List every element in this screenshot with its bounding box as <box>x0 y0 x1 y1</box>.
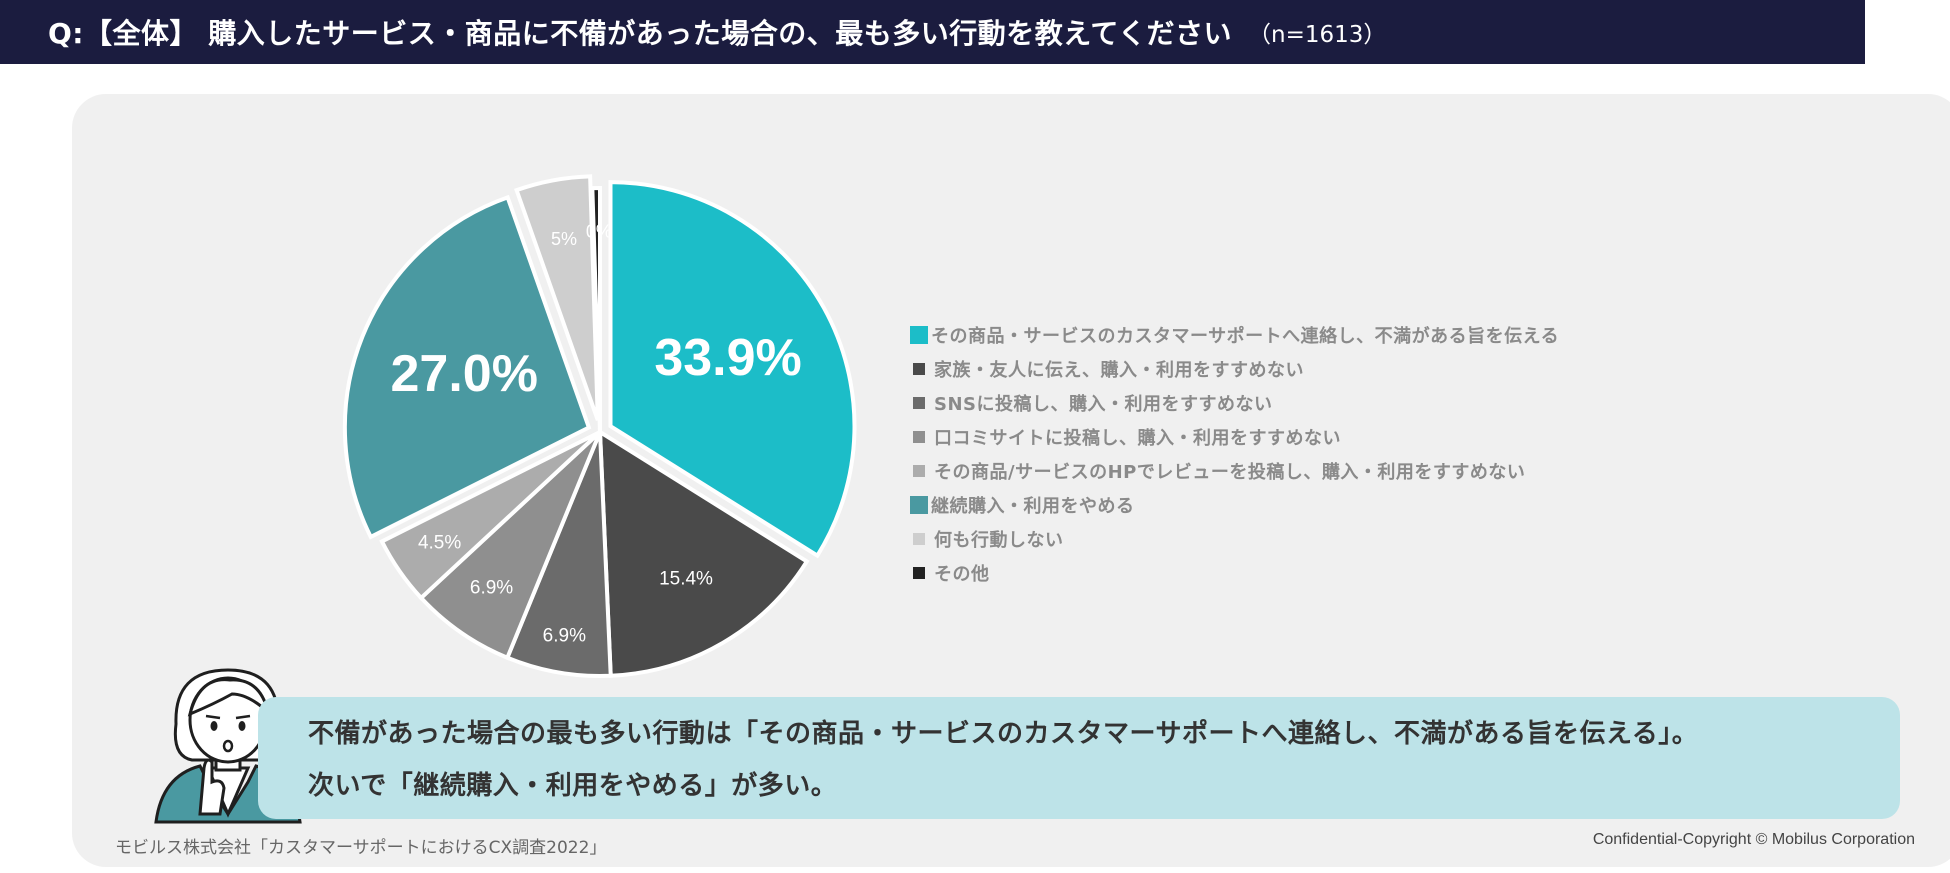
legend-item-2: 家族・友人に伝え、購入・利用をすすめない <box>910 352 1559 386</box>
page-title: Q:【全体】 購入したサービス・商品に不備があった場合の、最も多い行動を教えてく… <box>48 17 1233 50</box>
legend-label-2: 家族・友人に伝え、購入・利用をすすめない <box>934 360 1304 381</box>
summary-callout: 不備があった場合の最も多い行動は「その商品・サービスのカスタマーサポートへ連絡し… <box>258 697 1900 819</box>
pie-slice-6 <box>342 194 592 540</box>
legend-item-3: SNSに投稿し、購入・利用をすすめない <box>910 386 1559 420</box>
legend-item-4: 口コミサイトに投稿し、購入・利用をすすめない <box>910 420 1559 454</box>
title-bar: Q:【全体】 購入したサービス・商品に不備があった場合の、最も多い行動を教えてく… <box>0 0 1865 64</box>
pie-slice-1 <box>608 180 857 559</box>
legend-swatch-8 <box>913 567 925 579</box>
data-label-6: 27.0% <box>390 345 537 403</box>
sample-size: （n=1613） <box>1248 22 1387 48</box>
legend-swatch-5 <box>913 465 925 477</box>
legend-label-7: 何も行動しない <box>934 530 1064 551</box>
legend-item-1: その商品・サービスのカスタマーサポートへ連絡し、不満がある旨を伝える <box>910 318 1559 352</box>
data-label-1: 33.9% <box>654 329 801 387</box>
pie-slice-4 <box>418 430 602 661</box>
legend-label-4: 口コミサイトに投稿し、購入・利用をすすめない <box>934 428 1341 449</box>
pie-slice-3 <box>504 431 613 678</box>
legend-label-1: その商品・サービスのカスタマーサポートへ連絡し、不満がある旨を伝える <box>931 326 1560 347</box>
data-label-3: 6.9% <box>543 625 586 646</box>
data-label-7: 5% <box>551 229 577 249</box>
pie-slice-5 <box>379 430 602 601</box>
legend-swatch-3 <box>913 397 925 409</box>
data-label-2: 15.4% <box>659 569 713 590</box>
legend-label-3: SNSに投稿し、購入・利用をすすめない <box>934 394 1273 415</box>
legend-item-6: 継続購入・利用をやめる <box>910 488 1559 522</box>
legend-label-5: その商品/サービスのHPでレビューを投稿し、購入・利用をすすめない <box>934 462 1526 483</box>
data-label-5: 4.5% <box>418 532 461 553</box>
legend-swatch-7 <box>913 533 925 545</box>
legend-item-5: その商品/サービスのHPでレビューを投稿し、購入・利用をすすめない <box>910 454 1559 488</box>
pie-slice-8 <box>590 185 602 433</box>
legend-label-8: その他 <box>934 564 990 585</box>
source-note: モビルス株式会社「カスタマーサポートにおけるCX調査2022」 <box>115 838 607 858</box>
legend-swatch-2 <box>913 363 925 375</box>
summary-line-2: 次いで「継続購入・利用をやめる」が多い。 <box>308 771 838 801</box>
legend-item-7: 何も行動しない <box>910 522 1559 556</box>
chart-legend: その商品・サービスのカスタマーサポートへ連絡し、不満がある旨を伝える 家族・友人に… <box>910 318 1559 590</box>
pie-slice-2 <box>597 428 810 678</box>
summary-line-1: 不備があった場合の最も多い行動は「その商品・サービスのカスタマーサポートへ連絡し… <box>308 719 1699 749</box>
legend-label-6: 継続購入・利用をやめる <box>931 496 1135 517</box>
pie-slice-7 <box>514 174 600 421</box>
legend-item-8: その他 <box>910 556 1559 590</box>
legend-swatch-1 <box>910 326 928 344</box>
data-label-8: 0% <box>586 222 612 242</box>
data-label-4: 6.9% <box>470 577 513 598</box>
legend-swatch-4 <box>913 431 925 443</box>
copyright-note: Confidential-Copyright © Mobilus Corpora… <box>1592 831 1915 848</box>
legend-swatch-6 <box>910 496 928 514</box>
